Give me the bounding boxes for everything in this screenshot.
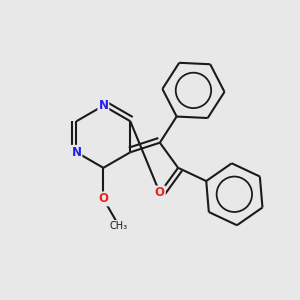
- Text: O: O: [98, 192, 108, 206]
- Text: N: N: [98, 99, 108, 112]
- Text: O: O: [155, 187, 165, 200]
- Text: CH₃: CH₃: [110, 221, 128, 231]
- Text: N: N: [71, 146, 82, 159]
